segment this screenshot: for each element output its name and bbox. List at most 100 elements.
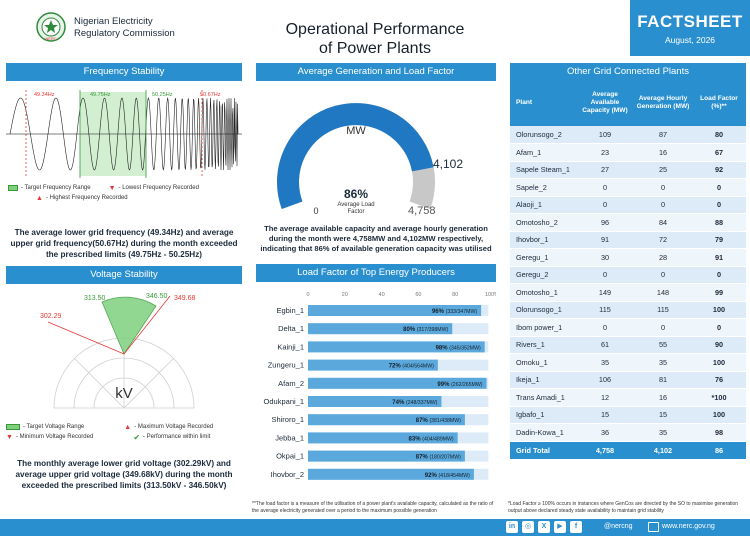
cell-capacity: 15	[576, 406, 634, 424]
gauge-generation-arc	[277, 103, 434, 210]
cell-generation: 148	[634, 283, 692, 302]
gauge-generated-value: 4,102	[433, 157, 463, 171]
cell-generation: 16	[634, 143, 692, 162]
freq-label-lowest: 49.34Hz	[34, 92, 55, 98]
cell-plant: Alaoji_1	[510, 196, 576, 214]
cell-generation: 28	[634, 248, 692, 267]
cell-load-factor: *100	[692, 388, 746, 407]
cell-generation: 35	[634, 423, 692, 442]
bar-value-label: 99% (262/265MW)	[437, 382, 482, 388]
website-link[interactable]: www.nerc.gov.ng	[662, 523, 715, 530]
grid-table: Plant Average Available Capacity (MW) Av…	[510, 80, 746, 459]
bar-shiroro_1	[308, 414, 465, 426]
legend-target-frequency: - Target Frequency Range	[21, 185, 91, 191]
cell-plant: Omotosho_1	[510, 283, 576, 302]
legend-min-voltage: - Minimum Voltage Recorded	[15, 434, 94, 440]
target-range-swatch-icon	[8, 185, 18, 191]
frequency-wave-chart: 49.34Hz 49.75Hz 50.25Hz 50.67Hz	[6, 90, 242, 178]
cell-capacity: 149	[576, 283, 634, 302]
load-factor-note: **The load factor is a measure of the ut…	[252, 501, 494, 514]
top-producers-heading: Load Factor of Top Energy Producers	[256, 264, 496, 282]
max-voltage-icon: ▲	[124, 423, 132, 431]
bar-value-label: 92% (418/454MW)	[425, 473, 470, 479]
cell-capacity: 0	[576, 266, 634, 284]
cell-capacity: 12	[576, 388, 634, 407]
social-handle[interactable]: @nercng	[604, 523, 633, 530]
cell-generation: 72	[634, 231, 692, 249]
org-line-1: Nigerian Electricity	[74, 16, 153, 27]
cell-load-factor: 99	[692, 283, 746, 302]
cell-load-factor: 0	[692, 196, 746, 214]
logo-text: NERC	[45, 36, 56, 41]
cell-plant: Ikeja_1	[510, 371, 576, 389]
linkedin-icon[interactable]: in	[506, 521, 518, 533]
cell-plant: Sapele Steam_1	[510, 161, 576, 179]
bar-label: Afam_2	[278, 379, 304, 388]
bar-label: Delta_1	[278, 324, 304, 333]
table-row: Geregu_1 30 28 91	[510, 248, 746, 267]
table-row: Geregu_2 0 0 0	[510, 266, 746, 284]
social-icons: in ◎ X ▶ f	[506, 521, 582, 533]
bar-zungeru_1	[308, 359, 438, 371]
freq-label-highest: 50.67Hz	[200, 92, 221, 98]
cell-generation: 0	[634, 178, 692, 197]
cell-plant: Geregu_2	[510, 266, 576, 284]
cell-generation: 0	[634, 266, 692, 284]
page-title: Operational Performance of Power Plants	[230, 20, 520, 58]
voltage-summary: The monthly average lower grid voltage (…	[15, 459, 233, 490]
legend-max-voltage: - Maximum Voltage Recorded	[134, 424, 214, 430]
cell-generation: 0	[634, 318, 692, 337]
min-voltage-icon: ▼	[6, 433, 13, 441]
cell-capacity: 35	[576, 353, 634, 372]
facebook-icon[interactable]: f	[570, 521, 582, 533]
cell-capacity: 91	[576, 231, 634, 249]
cell-capacity: 0	[576, 196, 634, 214]
cell-generation: 16	[634, 388, 692, 407]
youtube-icon[interactable]: ▶	[554, 521, 566, 533]
cell-load-factor: 80	[692, 126, 746, 144]
table-row: Olorunsogo_1 115 115 100	[510, 301, 746, 319]
cell-generation: 84	[634, 213, 692, 232]
top-producers-bar-chart: 0 20 40 60 80 100% Egbin_1 96% (333/347MW) Delta…	[264, 292, 496, 480]
cell-load-factor: 0	[692, 178, 746, 197]
x-icon[interactable]: X	[538, 521, 550, 533]
legend-highest-frequency: - Highest Frequency Recorded	[45, 195, 128, 201]
table-row: Omoku_1 35 35 100	[510, 353, 746, 372]
table-row: Igbafo_1 15 15 100	[510, 406, 746, 424]
cell-generation: 87	[634, 126, 692, 144]
cell-capacity: 23	[576, 143, 634, 162]
bar-axis-tick: 100%	[485, 292, 496, 298]
cell-capacity: 106	[576, 371, 634, 389]
freq-label-target-low: 49.75Hz	[90, 92, 111, 98]
cell-plant: Trans Amadi_1	[510, 388, 576, 407]
col-generation: Average Hourly Generation (MW)	[634, 80, 692, 126]
cell-load-factor: 0	[692, 266, 746, 284]
cell-plant: Olorunsogo_1	[510, 301, 576, 319]
total-load-factor: 86	[692, 441, 746, 459]
bar-value-label: 74% (248/337MW)	[392, 400, 437, 406]
highest-triangle-icon: ▲	[36, 194, 43, 202]
bar-label: Kainji_1	[277, 342, 304, 351]
bar-axis-tick: 0	[306, 292, 309, 298]
cell-plant: Sapele_2	[510, 178, 576, 197]
generation-summary: The average available capacity and avera…	[260, 224, 492, 253]
table-row: Olorunsogo_2 109 87 80	[510, 126, 746, 144]
gauge-load-factor: 86%	[344, 187, 368, 201]
bar-label: Jebba_1	[275, 433, 304, 442]
gauge-unit: MW	[346, 125, 366, 137]
cell-load-factor: 100	[692, 353, 746, 372]
instagram-icon[interactable]: ◎	[522, 521, 534, 533]
bar-value-label: 80% (317/398MW)	[403, 327, 448, 333]
col-capacity: Average Available Capacity (MW)	[576, 80, 634, 126]
cell-load-factor: 92	[692, 161, 746, 179]
cell-plant: Omoku_1	[510, 353, 576, 372]
bar-axis-tick: 40	[379, 292, 385, 298]
bar-label: Okpai_1	[276, 452, 304, 461]
grid-table-wrapper: Plant Average Available Capacity (MW) Av…	[510, 80, 746, 459]
title-line-2: of Power Plants	[318, 40, 432, 57]
cell-load-factor: 98	[692, 423, 746, 442]
cell-capacity: 27	[576, 161, 634, 179]
bar-odukpani_1	[308, 396, 442, 407]
bar-label: Zungeru_1	[268, 361, 304, 370]
bar-afam_2	[308, 377, 487, 389]
